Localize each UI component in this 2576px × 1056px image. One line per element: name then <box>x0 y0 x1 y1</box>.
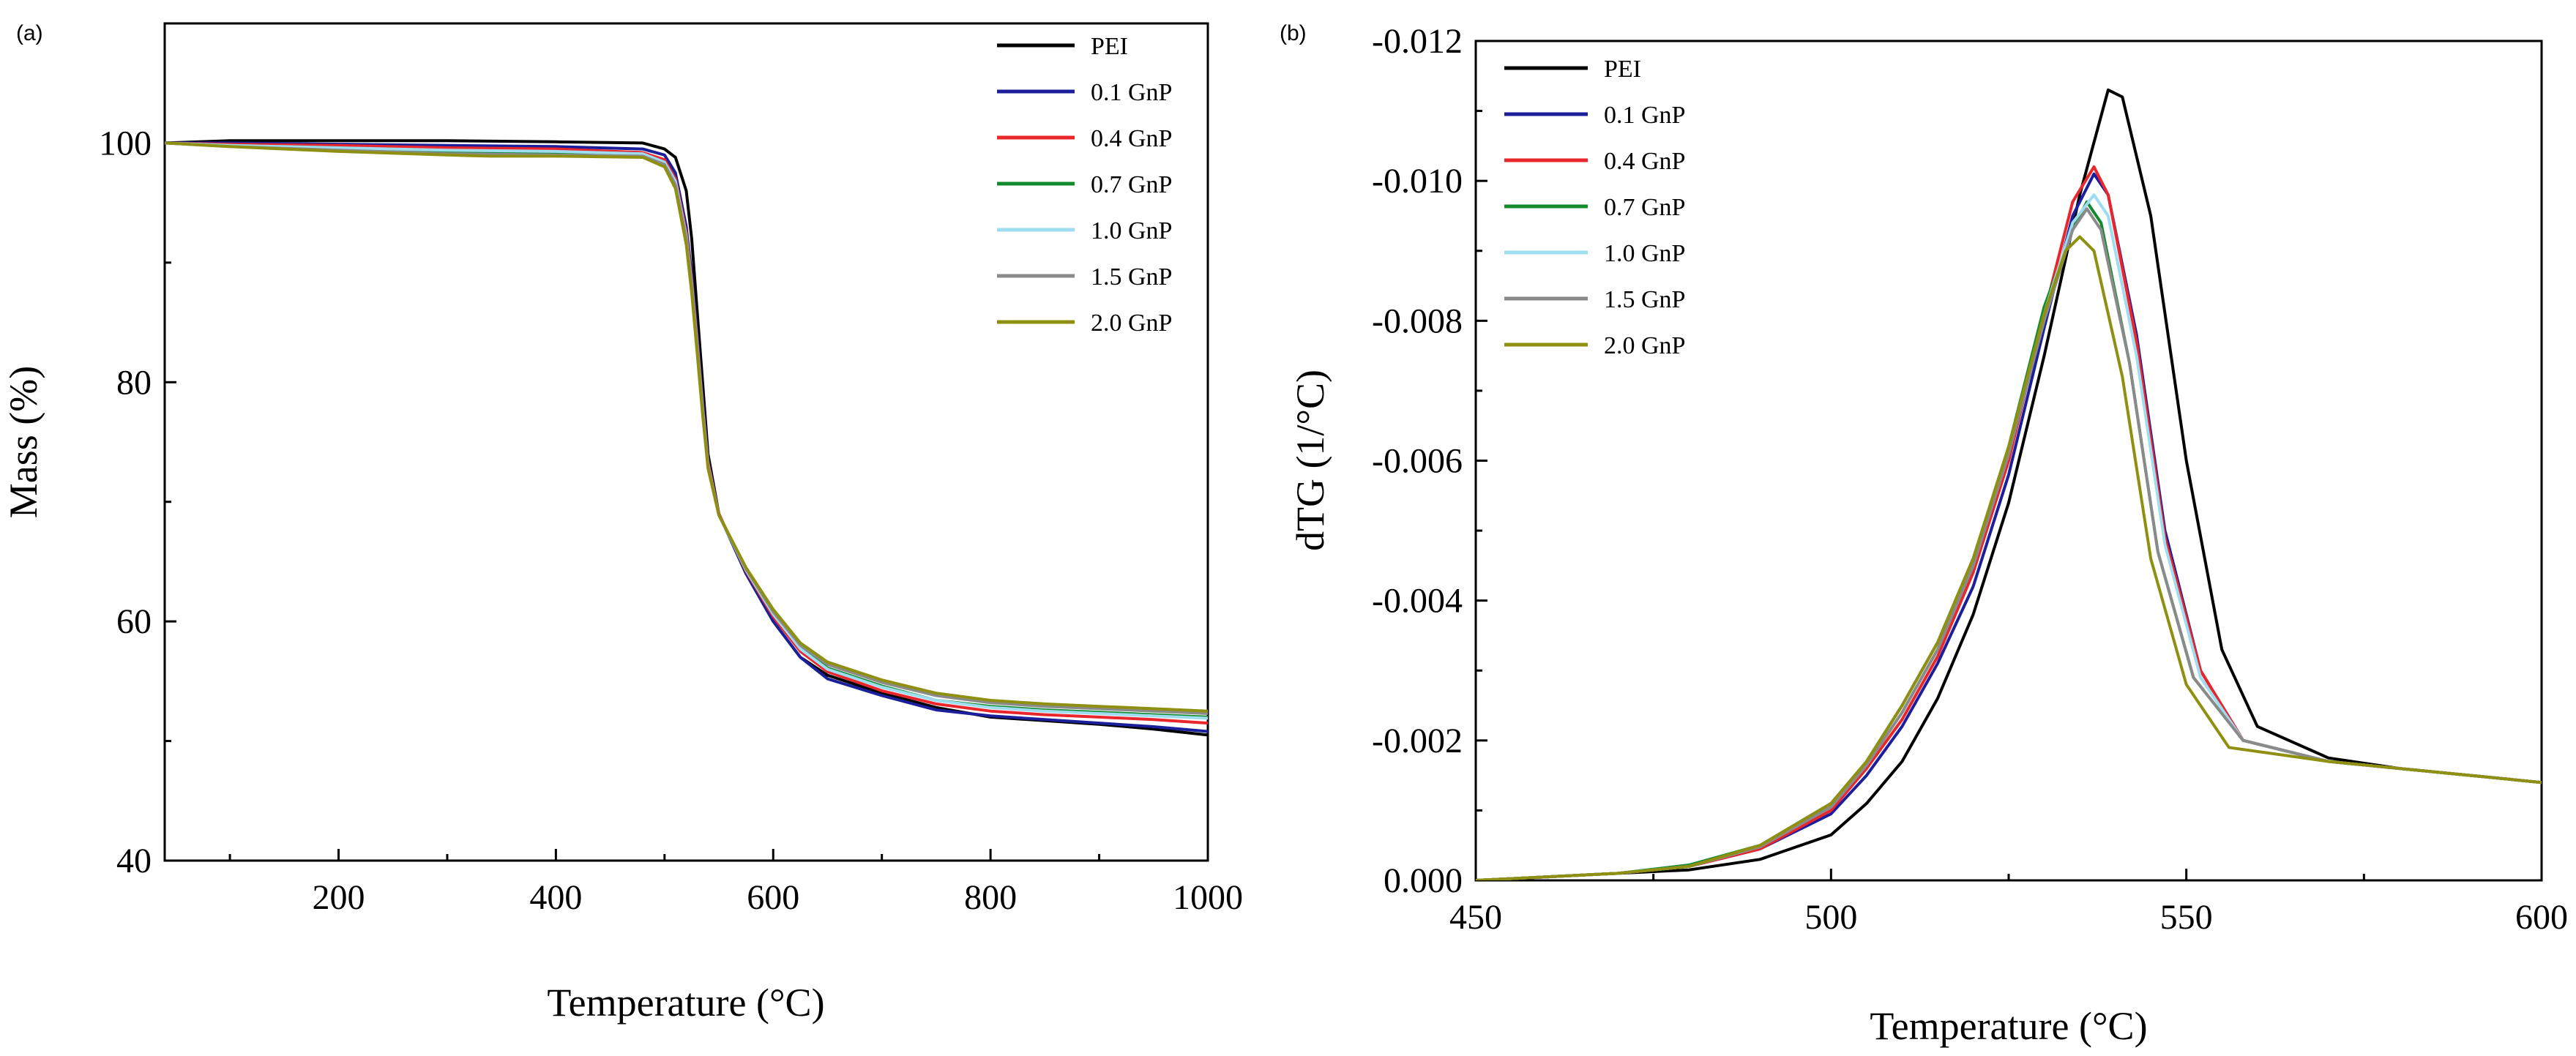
series-line-0-4-gnp <box>1476 165 2542 880</box>
legend-label: 1.5 GnP <box>1604 286 1685 313</box>
x-tick-label: 500 <box>1804 898 1857 937</box>
series-group <box>165 139 1208 737</box>
panel-label: (a) <box>16 21 43 45</box>
y-tick-label: 0.000 <box>1384 861 1463 900</box>
legend-label: 1.0 GnP <box>1604 240 1685 267</box>
y-tick-label: 80 <box>116 363 152 402</box>
x-tick-label: 550 <box>2160 898 2213 937</box>
legend-label: PEI <box>1091 33 1128 60</box>
y-tick-label: -0.002 <box>1372 722 1463 760</box>
legend-label: 0.7 GnP <box>1091 171 1172 198</box>
panel-b-dtg-chart: (b) 450 500 550 600 0.000 -0.002 -0.004 -0.006 -0… <box>1280 21 2568 1048</box>
legend-label: 0.1 GnP <box>1091 79 1172 106</box>
legend: PEI 0.1 GnP 0.4 GnP 0.7 GnP 1.0 GnP 1.5 GnP 2.… <box>997 33 1172 337</box>
x-axis-title: Temperature (°C) <box>1870 1004 2147 1048</box>
series-line-2-0-gnp <box>1476 235 2542 880</box>
y-tick-label: 100 <box>99 124 152 162</box>
x-tick-label: 450 <box>1449 898 1502 937</box>
plot-frame <box>163 22 1209 862</box>
y-tick-label: 40 <box>116 842 152 880</box>
panel-label: (b) <box>1280 21 1307 45</box>
legend-label: 0.7 GnP <box>1604 194 1685 221</box>
y-tick-label: -0.010 <box>1372 162 1463 201</box>
legend: PEI 0.1 GnP 0.4 GnP 0.7 GnP 1.0 GnP 1.5 GnP 2.… <box>1504 56 1685 359</box>
legend-label: 1.0 GnP <box>1091 217 1172 244</box>
panel-a-mass-chart: (a) 200 400 600 800 1000 40 60 80 100 Temperature … <box>1 21 1243 1025</box>
legend-label: 0.4 GnP <box>1604 148 1685 175</box>
x-tick-label: 800 <box>964 878 1017 917</box>
y-tick-label: -0.004 <box>1372 582 1463 621</box>
y-axis-title: dTG (1/°C) <box>1288 370 1332 551</box>
legend-label: 2.0 GnP <box>1604 332 1685 359</box>
x-tick-label: 200 <box>313 878 365 917</box>
x-tick-label: 400 <box>529 878 582 917</box>
x-tick-label: 1000 <box>1173 878 1243 917</box>
series-line-2-0-gnp <box>165 141 1208 713</box>
y-axis-title: Mass (%) <box>1 366 45 518</box>
legend-label: 0.4 GnP <box>1091 125 1172 152</box>
x-tick-label: 600 <box>747 878 799 917</box>
y-tick-label: -0.008 <box>1372 302 1463 340</box>
y-tick-label: -0.006 <box>1372 442 1463 481</box>
legend-label: 0.1 GnP <box>1604 102 1685 129</box>
y-tick-label: -0.012 <box>1372 22 1463 61</box>
legend-label: 1.5 GnP <box>1091 263 1172 291</box>
y-tick-label: 60 <box>116 602 152 641</box>
series-line-pei <box>1476 88 2542 880</box>
legend-label: 2.0 GnP <box>1091 310 1172 337</box>
legend-label: PEI <box>1604 56 1641 83</box>
series-group <box>1476 88 2542 880</box>
x-axis-title: Temperature (°C) <box>547 981 824 1025</box>
x-tick-label: 600 <box>2515 898 2568 937</box>
series-line-0-1-gnp <box>1476 172 2542 880</box>
